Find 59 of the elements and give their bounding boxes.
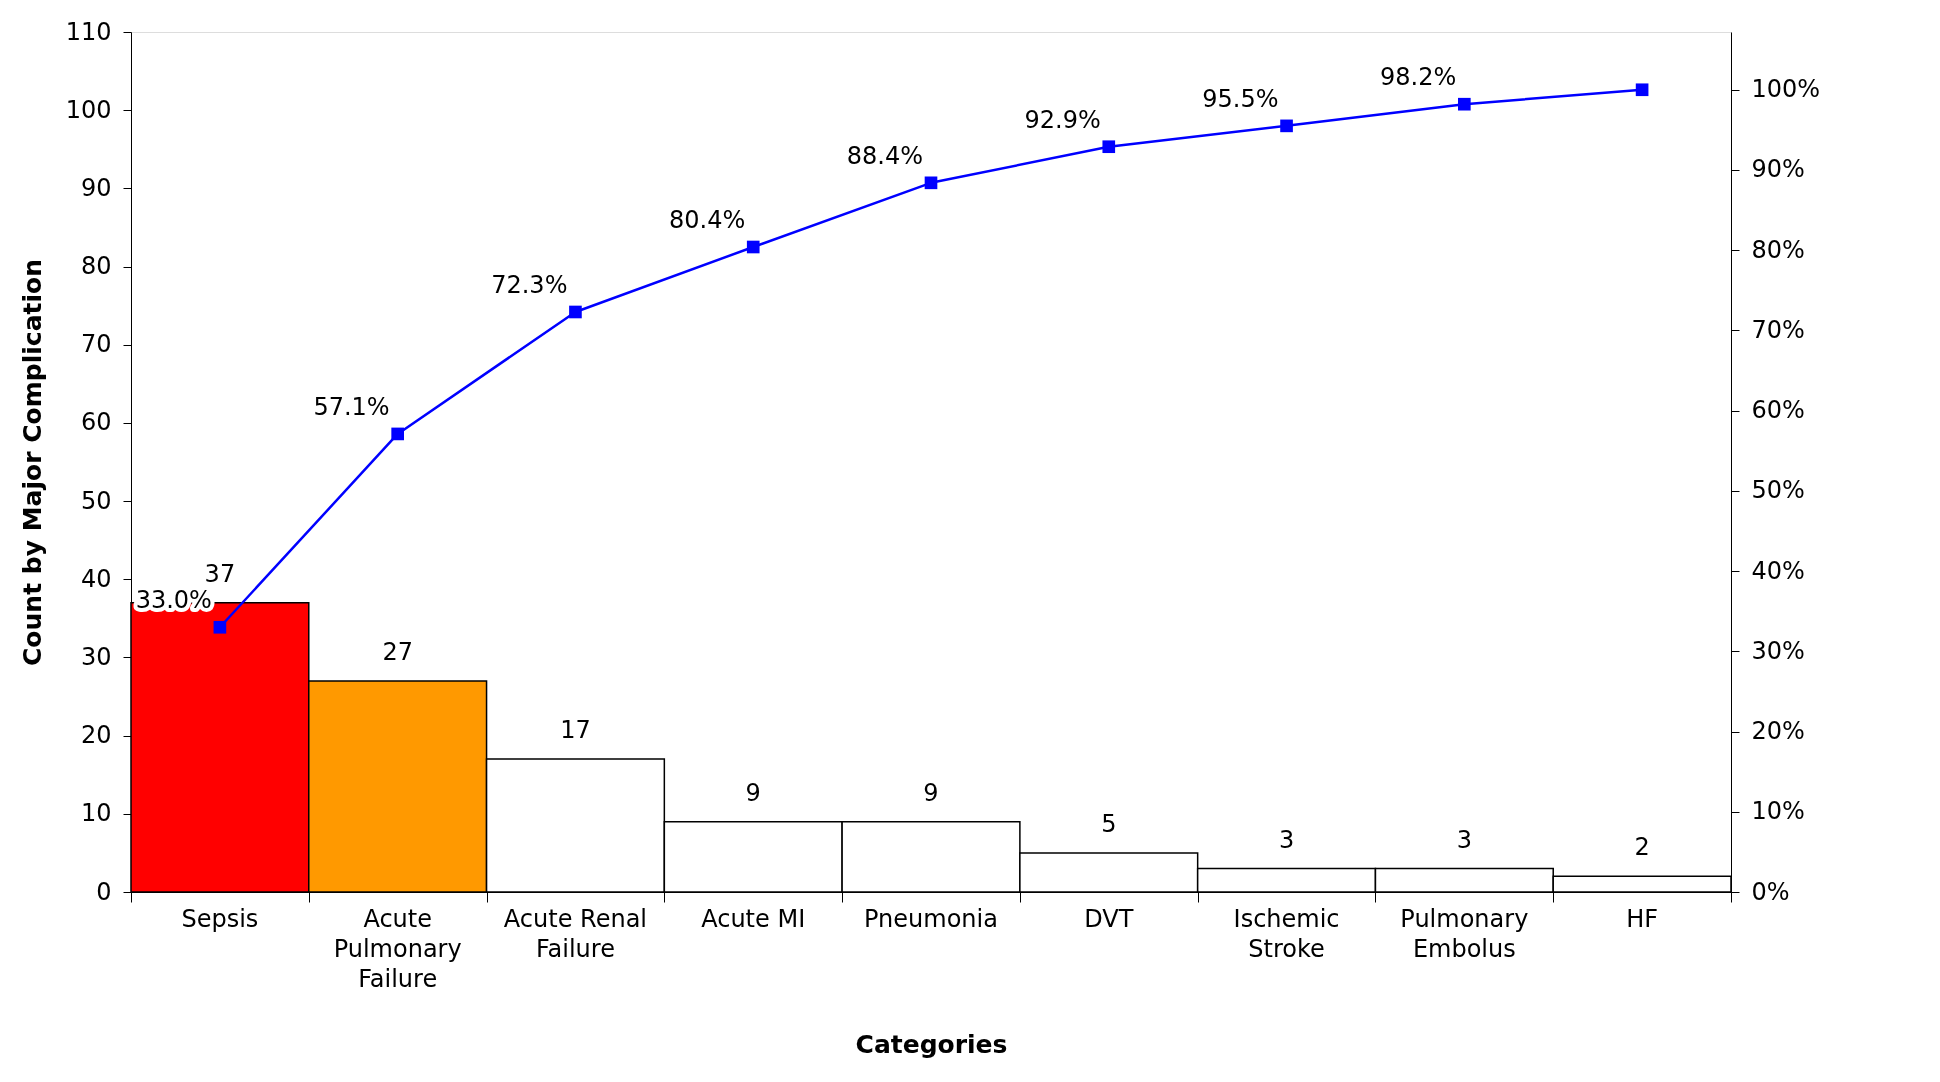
- data-label: 80.4%: [668, 206, 746, 234]
- data-label: 88.4%: [846, 141, 923, 170]
- data-label: 3: [1456, 825, 1472, 854]
- point: [1102, 140, 1116, 154]
- x-tick-label: Acute Pulmonary Failure: [333, 905, 462, 993]
- y-tick-label: 40: [80, 564, 112, 593]
- data-label: 2: [1634, 833, 1650, 862]
- data-label: 3: [1278, 825, 1295, 854]
- y2-tick-label: 20%: [1751, 717, 1805, 746]
- x-axis-title: Categories: [855, 1030, 1008, 1059]
- x-tick-label: HF: [1626, 905, 1659, 933]
- point: [1635, 83, 1649, 97]
- y2-tick-label: 40%: [1751, 556, 1805, 585]
- y2-tick-label: 0%: [1751, 877, 1790, 906]
- y-tick-label: 110: [65, 17, 112, 46]
- y2-tick-label: 80%: [1751, 235, 1805, 264]
- y-tick-label: 10: [80, 799, 112, 828]
- data-label: 95.5%: [1202, 84, 1279, 113]
- x-tick-label: Acute Renal Failure: [503, 905, 648, 963]
- data-label: 92.9%: [1024, 105, 1101, 134]
- y-tick-label: 0: [96, 877, 112, 906]
- x-tick-label: Ischemic Stroke: [1233, 905, 1340, 963]
- y2-tick-label: 90%: [1751, 155, 1805, 184]
- point: [569, 305, 582, 319]
- x-tick-label: Sepsis: [181, 905, 259, 933]
- y2-tick-label: 70%: [1751, 315, 1805, 344]
- data-label: 27: [382, 637, 413, 666]
- x-tick-label: Acute MI: [701, 905, 806, 933]
- data-label: 9: [745, 778, 761, 807]
- data-label: 57.1%: [313, 392, 390, 421]
- y2-tick-label: 60%: [1751, 396, 1805, 425]
- y-tick-label: 50: [80, 486, 112, 515]
- y2-tick-label: 100%: [1751, 75, 1821, 104]
- point: [924, 176, 938, 190]
- data-label: 17: [560, 716, 591, 745]
- x-tick-label: Pulmonary Embolus: [1400, 905, 1529, 963]
- y-tick-label: 60: [80, 408, 112, 437]
- data-label: 37: [204, 559, 236, 588]
- point: [1280, 119, 1293, 133]
- x-tick-label: DVT: [1084, 905, 1134, 933]
- y-tick-label: 90: [80, 173, 112, 202]
- data-label: 5: [1101, 809, 1117, 838]
- point: [1458, 97, 1471, 111]
- data-label: 9: [923, 778, 939, 807]
- x-tick-label: Pneumonia: [864, 905, 998, 933]
- point: [213, 620, 227, 634]
- y-tick-label: 100: [65, 95, 112, 124]
- y2-tick-label: 10%: [1751, 797, 1805, 826]
- y2-tick-label: 30%: [1751, 636, 1805, 665]
- y2-tick-label: 50%: [1751, 476, 1805, 505]
- y-tick-label: 30: [80, 642, 112, 671]
- point: [746, 240, 760, 254]
- y-tick-label: 70: [80, 330, 112, 359]
- y-tick-label: 20: [80, 721, 112, 750]
- y-tick-label: 80: [80, 252, 112, 281]
- data-label: 98.2%: [1380, 63, 1457, 92]
- data-label: 72.3%: [491, 270, 568, 299]
- y-axis-title: Count by Major Complication: [17, 259, 47, 666]
- point: [391, 427, 404, 441]
